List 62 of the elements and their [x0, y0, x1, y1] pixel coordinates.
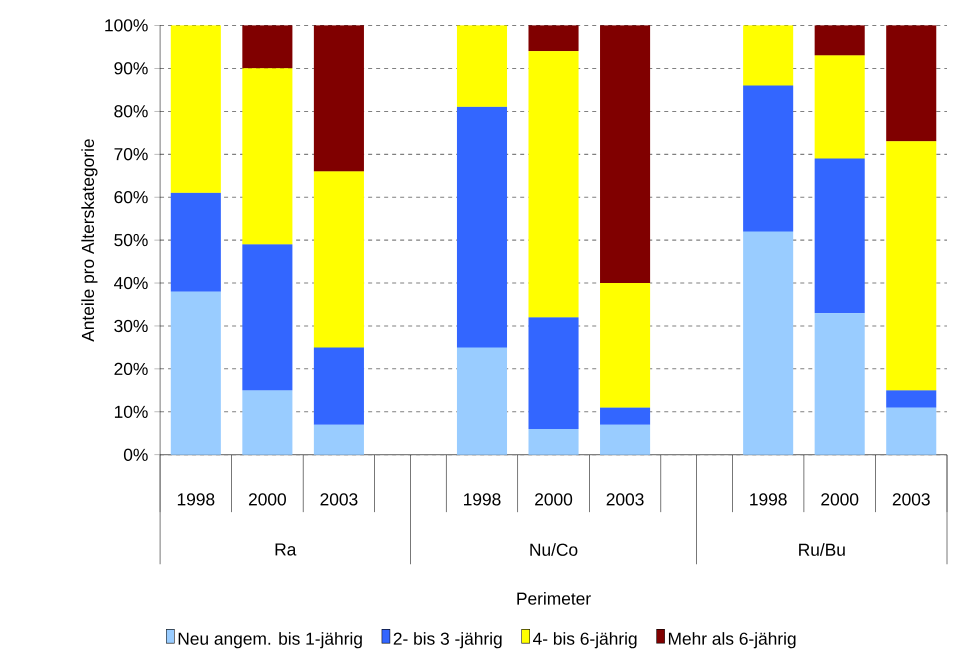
y-tick-label: 60%	[114, 190, 148, 204]
bar	[600, 424, 650, 455]
x-tick-label: 1998	[464, 493, 501, 506]
x-tick-label: 1998	[750, 493, 787, 506]
y-tick-label: 0%	[124, 448, 148, 461]
bar	[242, 25, 292, 68]
bar	[528, 428, 579, 455]
bar	[600, 407, 650, 425]
text: Ru/Bu	[799, 543, 845, 556]
bar	[528, 25, 579, 51]
bar	[242, 244, 292, 390]
bar	[528, 317, 579, 429]
bar	[314, 347, 364, 425]
y-tick-label: 30%	[114, 320, 148, 332]
bar	[886, 25, 936, 142]
legend-label: Mehr als 6-jährig	[668, 632, 796, 648]
bar	[242, 68, 292, 244]
bar	[743, 231, 794, 455]
y-tick-label: 40%	[114, 276, 148, 290]
bar	[314, 25, 364, 172]
bar	[600, 25, 650, 283]
bar	[743, 25, 794, 86]
bar	[314, 424, 364, 455]
x-tick-label: 2000	[821, 493, 858, 506]
bar	[242, 390, 292, 455]
bar	[314, 171, 364, 348]
bar	[528, 50, 579, 318]
legend-label: 2- bis 3 -jährig	[394, 632, 502, 648]
bar	[743, 85, 794, 232]
bar	[170, 25, 221, 193]
bar	[456, 25, 508, 107]
bar	[170, 192, 221, 292]
y-tick-label: 80%	[114, 104, 148, 118]
bar	[170, 292, 221, 455]
legend-label: Neu angem. bis 1-jährig	[178, 632, 362, 648]
y-tick-label: 50%	[114, 234, 148, 246]
x-tick-label: 2000	[248, 493, 286, 506]
y-tick-label: 70%	[114, 148, 148, 160]
text: Ra	[276, 543, 296, 556]
x-tick-label: 2003	[892, 493, 930, 506]
y-tick-label: 20%	[114, 362, 148, 375]
bar	[814, 25, 865, 56]
bar	[886, 141, 936, 390]
y-tick-label: 10%	[114, 406, 148, 418]
x-axis-title: Perimeter	[517, 592, 591, 605]
bar	[814, 312, 865, 455]
y-tick-label: 100%	[105, 19, 148, 32]
legend-label: 4- bis 6-jährig	[533, 632, 636, 648]
bar	[456, 106, 508, 348]
x-tick-label: 2003	[606, 493, 644, 506]
y-tick-label: 90%	[114, 62, 148, 74]
bar	[814, 55, 865, 158]
x-tick-label: 2003	[320, 493, 358, 506]
x-tick-label: 1998	[178, 493, 214, 506]
y-axis-title: Anteile pro Alterskategorie	[81, 139, 98, 342]
bar	[886, 407, 936, 455]
text: Nu/Co	[530, 543, 578, 556]
bar	[814, 158, 865, 313]
bar	[600, 282, 650, 408]
x-tick-label: 2000	[535, 493, 572, 506]
bar	[456, 347, 508, 455]
bar	[886, 390, 936, 408]
